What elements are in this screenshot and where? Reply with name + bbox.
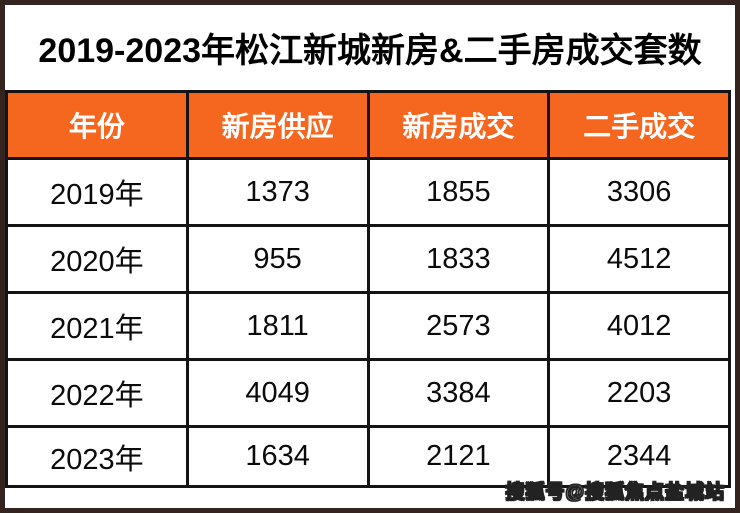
- data-cell: 3384: [366, 358, 551, 428]
- year-cell: 2023年: [5, 425, 189, 488]
- header-cell-year: 年份: [5, 90, 189, 160]
- page-title: 2019-2023年松江新城新房&二手房成交套数: [38, 32, 702, 70]
- data-cell: 4049: [185, 358, 370, 428]
- data-cell: 3306: [547, 157, 731, 227]
- data-cell: 2573: [366, 291, 551, 361]
- header-cell-new-deals: 新房成交: [366, 90, 551, 160]
- transactions-table: 年份 新房供应 新房成交 二手成交 2019年 1373 1855 3306 2…: [5, 90, 731, 488]
- data-cell: 1833: [366, 224, 551, 294]
- table-header-row: 年份 新房供应 新房成交 二手成交: [5, 90, 731, 160]
- table-row: 2019年 1373 1855 3306: [5, 157, 731, 227]
- data-cell: 2344: [547, 425, 731, 488]
- data-cell: 1855: [366, 157, 551, 227]
- year-cell: 2020年: [5, 224, 189, 294]
- data-cell: 4512: [547, 224, 731, 294]
- data-cell: 2121: [366, 425, 551, 488]
- table-row: 2021年 1811 2573 4012: [5, 291, 731, 361]
- table-row: 2020年 955 1833 4512: [5, 224, 731, 294]
- data-cell: 4012: [547, 291, 731, 361]
- data-cell: 1634: [185, 425, 370, 488]
- data-cell: 955: [185, 224, 370, 294]
- data-cell: 1373: [185, 157, 370, 227]
- year-cell: 2021年: [5, 291, 189, 361]
- watermark-label: 搜狐号@搜狐焦点盐城站: [505, 481, 725, 503]
- table-row: 2022年 4049 3384 2203: [5, 358, 731, 428]
- year-cell: 2022年: [5, 358, 189, 428]
- table-row: 2023年 1634 2121 2344: [5, 425, 731, 488]
- header-cell-new-supply: 新房供应: [185, 90, 370, 160]
- year-cell: 2019年: [5, 157, 189, 227]
- data-cell: 1811: [185, 291, 370, 361]
- data-cell: 2203: [547, 358, 731, 428]
- header-cell-secondhand: 二手成交: [547, 90, 731, 160]
